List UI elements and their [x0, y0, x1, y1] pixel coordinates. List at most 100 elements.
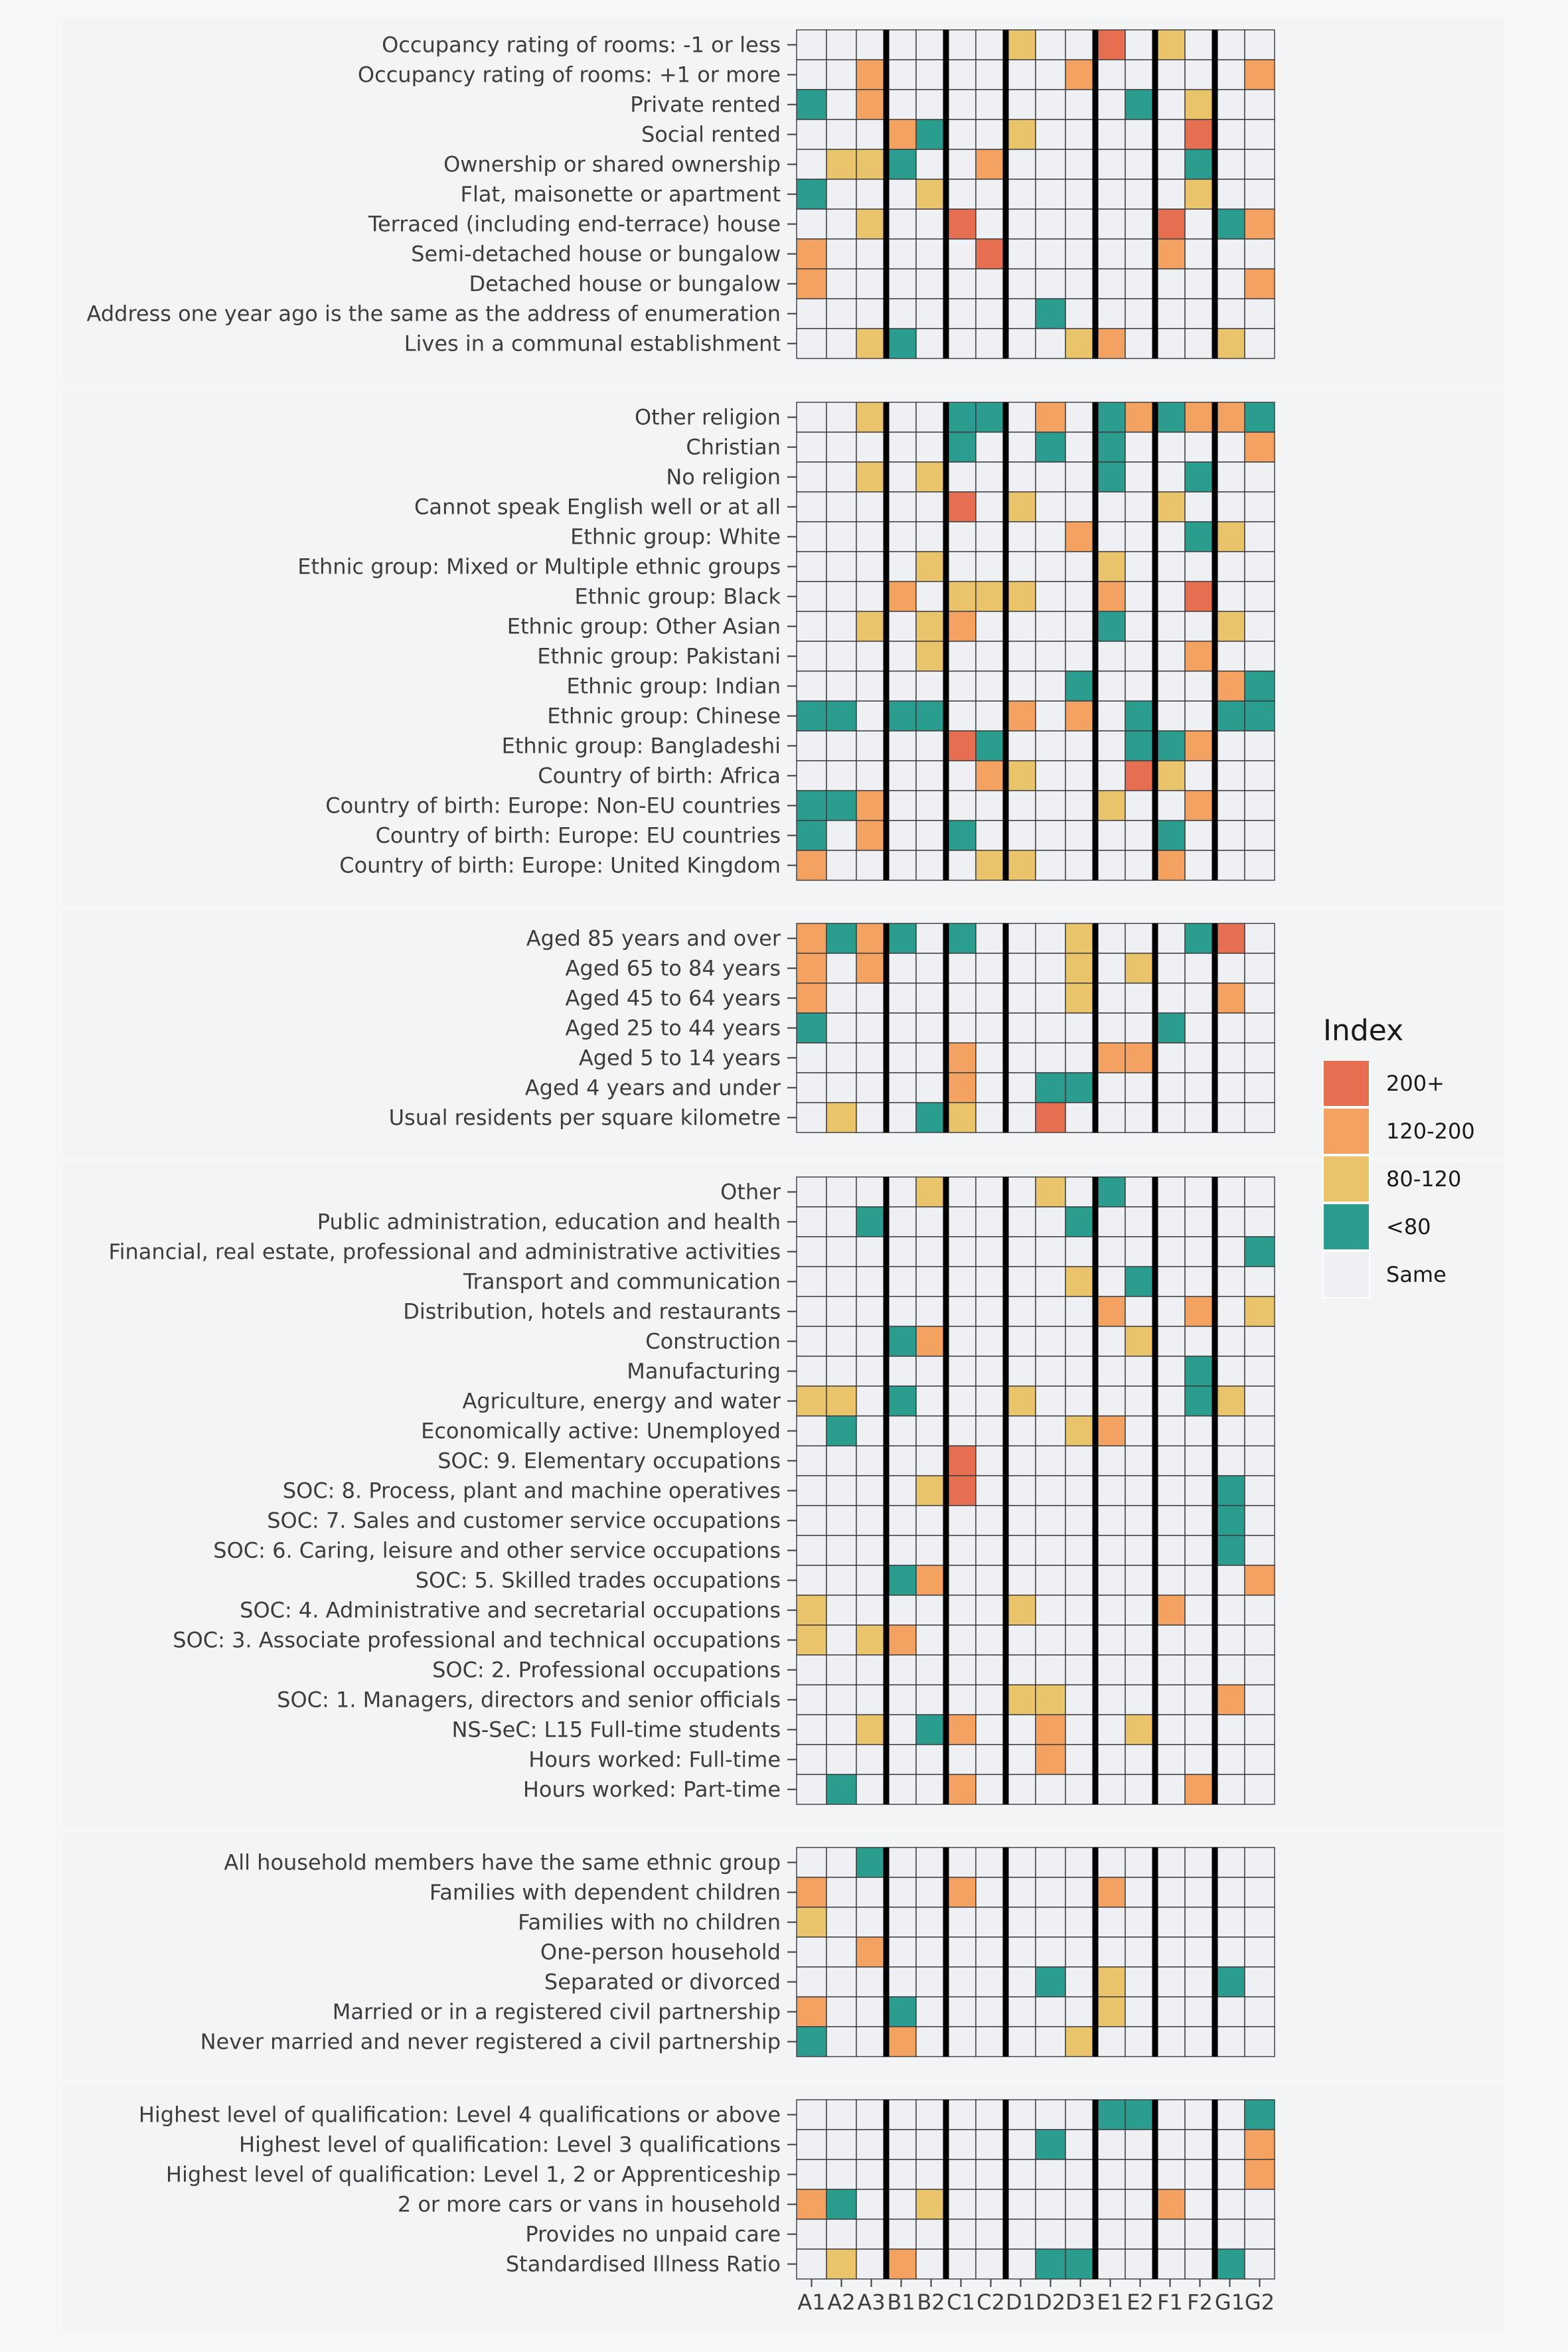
heatmap-cell [1154, 2026, 1186, 2057]
heatmap-cell [796, 238, 827, 270]
heatmap-cell [1095, 1505, 1126, 1536]
heatmap-cell [886, 641, 917, 672]
heatmap-cell [1095, 238, 1126, 270]
heatmap-cell [886, 1505, 917, 1536]
heatmap-cell [975, 1236, 1006, 1267]
heatmap-cell [856, 298, 887, 329]
legend-label: <80 [1386, 1214, 1431, 1239]
heatmap-cell [945, 850, 977, 881]
heatmap-cell [1095, 89, 1126, 120]
heatmap-cell [856, 1714, 887, 1745]
heatmap-cell [915, 491, 947, 522]
heatmap-cell [886, 1475, 917, 1506]
heatmap-cell [1214, 1176, 1245, 1208]
heatmap-cell [1125, 2129, 1156, 2160]
heatmap-cell [915, 1445, 947, 1476]
heatmap-cell [1154, 1206, 1186, 1237]
heatmap-cell [1005, 2159, 1036, 2190]
heatmap-cell [945, 611, 977, 642]
heatmap-cell [945, 1847, 977, 1878]
heatmap-cell [1005, 29, 1036, 60]
row-label: All household members have the same ethn… [224, 1850, 781, 1875]
heatmap-cell [1125, 953, 1156, 984]
heatmap-cell [945, 1072, 977, 1103]
heatmap-cell [826, 1744, 857, 1775]
heatmap-cell [1244, 1356, 1275, 1387]
heatmap-cell [1184, 2099, 1215, 2130]
heatmap-cell [945, 1385, 977, 1417]
heatmap-cell [1005, 982, 1036, 1014]
heatmap-cell [1035, 298, 1066, 329]
row-label: Other religion [635, 405, 781, 430]
heatmap-cell [1035, 521, 1066, 552]
heatmap-cell [1214, 1966, 1245, 1998]
heatmap-cell [1184, 29, 1215, 60]
heatmap-cell [915, 1624, 947, 1656]
heatmap-cell [1184, 1996, 1215, 2027]
heatmap-cell [915, 431, 947, 463]
heatmap-cell [1184, 1505, 1215, 1536]
heatmap-cell [886, 2219, 917, 2250]
heatmap-cell [945, 402, 977, 433]
heatmap-cell [1244, 611, 1275, 642]
heatmap-cell [1125, 730, 1156, 761]
heatmap-cell [1035, 1847, 1066, 1878]
heatmap-cell [796, 1847, 827, 1878]
heatmap-cell [856, 923, 887, 954]
heatmap-cell [1214, 402, 1245, 433]
heatmap-cell [915, 149, 947, 180]
heatmap-cell [826, 2099, 857, 2130]
heatmap-cell [1035, 611, 1066, 642]
row-label: SOC: 6. Caring, leisure and other servic… [213, 1538, 781, 1563]
heatmap-cell [915, 2219, 947, 2250]
heatmap-cell [1005, 2099, 1036, 2130]
heatmap-cell [915, 238, 947, 270]
heatmap-cell [1035, 1565, 1066, 1596]
heatmap-cell [1244, 2129, 1275, 2160]
heatmap-cell [886, 581, 917, 612]
heatmap-cell [1244, 521, 1275, 552]
heatmap-cell [1244, 1102, 1275, 1133]
heatmap-cell [796, 641, 827, 672]
row-label: Social rented [641, 122, 781, 147]
heatmap-cell [886, 730, 917, 761]
heatmap-cell [856, 1877, 887, 1908]
heatmap-cell [1035, 1996, 1066, 2027]
heatmap-cell [826, 268, 857, 299]
heatmap-cell [1244, 1475, 1275, 1506]
heatmap-cell [1244, 1907, 1275, 1938]
heatmap-cell [945, 2219, 977, 2250]
heatmap-cell [886, 1966, 917, 1998]
heatmap-cell [1125, 268, 1156, 299]
heatmap-cell [915, 1996, 947, 2027]
heatmap-cell [1184, 268, 1215, 299]
heatmap-cell [945, 298, 977, 329]
heatmap-cell [1065, 790, 1096, 821]
heatmap-cell [1095, 1684, 1126, 1715]
heatmap-cell [856, 1996, 887, 2027]
heatmap-cell [1244, 730, 1275, 761]
heatmap-cell [1184, 1535, 1215, 1566]
heatmap-cell [1125, 402, 1156, 433]
heatmap-panel: Other religion Christian No religion Cannot… [297, 402, 1275, 881]
heatmap-cell [1035, 179, 1066, 210]
heatmap-cell [1184, 149, 1215, 180]
heatmap-cell [1065, 491, 1096, 522]
heatmap-cell [1035, 1176, 1066, 1208]
heatmap-cell [1065, 953, 1096, 984]
heatmap-cell [856, 2219, 887, 2250]
heatmap-cell [1125, 2248, 1156, 2280]
heatmap-cell [886, 1996, 917, 2027]
heatmap-cell [975, 1266, 1006, 1297]
heatmap-cell [856, 1475, 887, 1506]
panel-background [63, 19, 1504, 385]
heatmap-cell [1154, 2219, 1186, 2250]
heatmap-cell [1065, 1847, 1096, 1878]
row-label: Other [720, 1180, 781, 1205]
heatmap-cell [796, 581, 827, 612]
row-label: Married or in a registered civil partner… [333, 1999, 781, 2025]
heatmap-cell [1035, 1595, 1066, 1626]
heatmap-cell [1035, 1505, 1066, 1536]
heatmap-cell [886, 521, 917, 552]
row-label: Christian [686, 435, 781, 460]
